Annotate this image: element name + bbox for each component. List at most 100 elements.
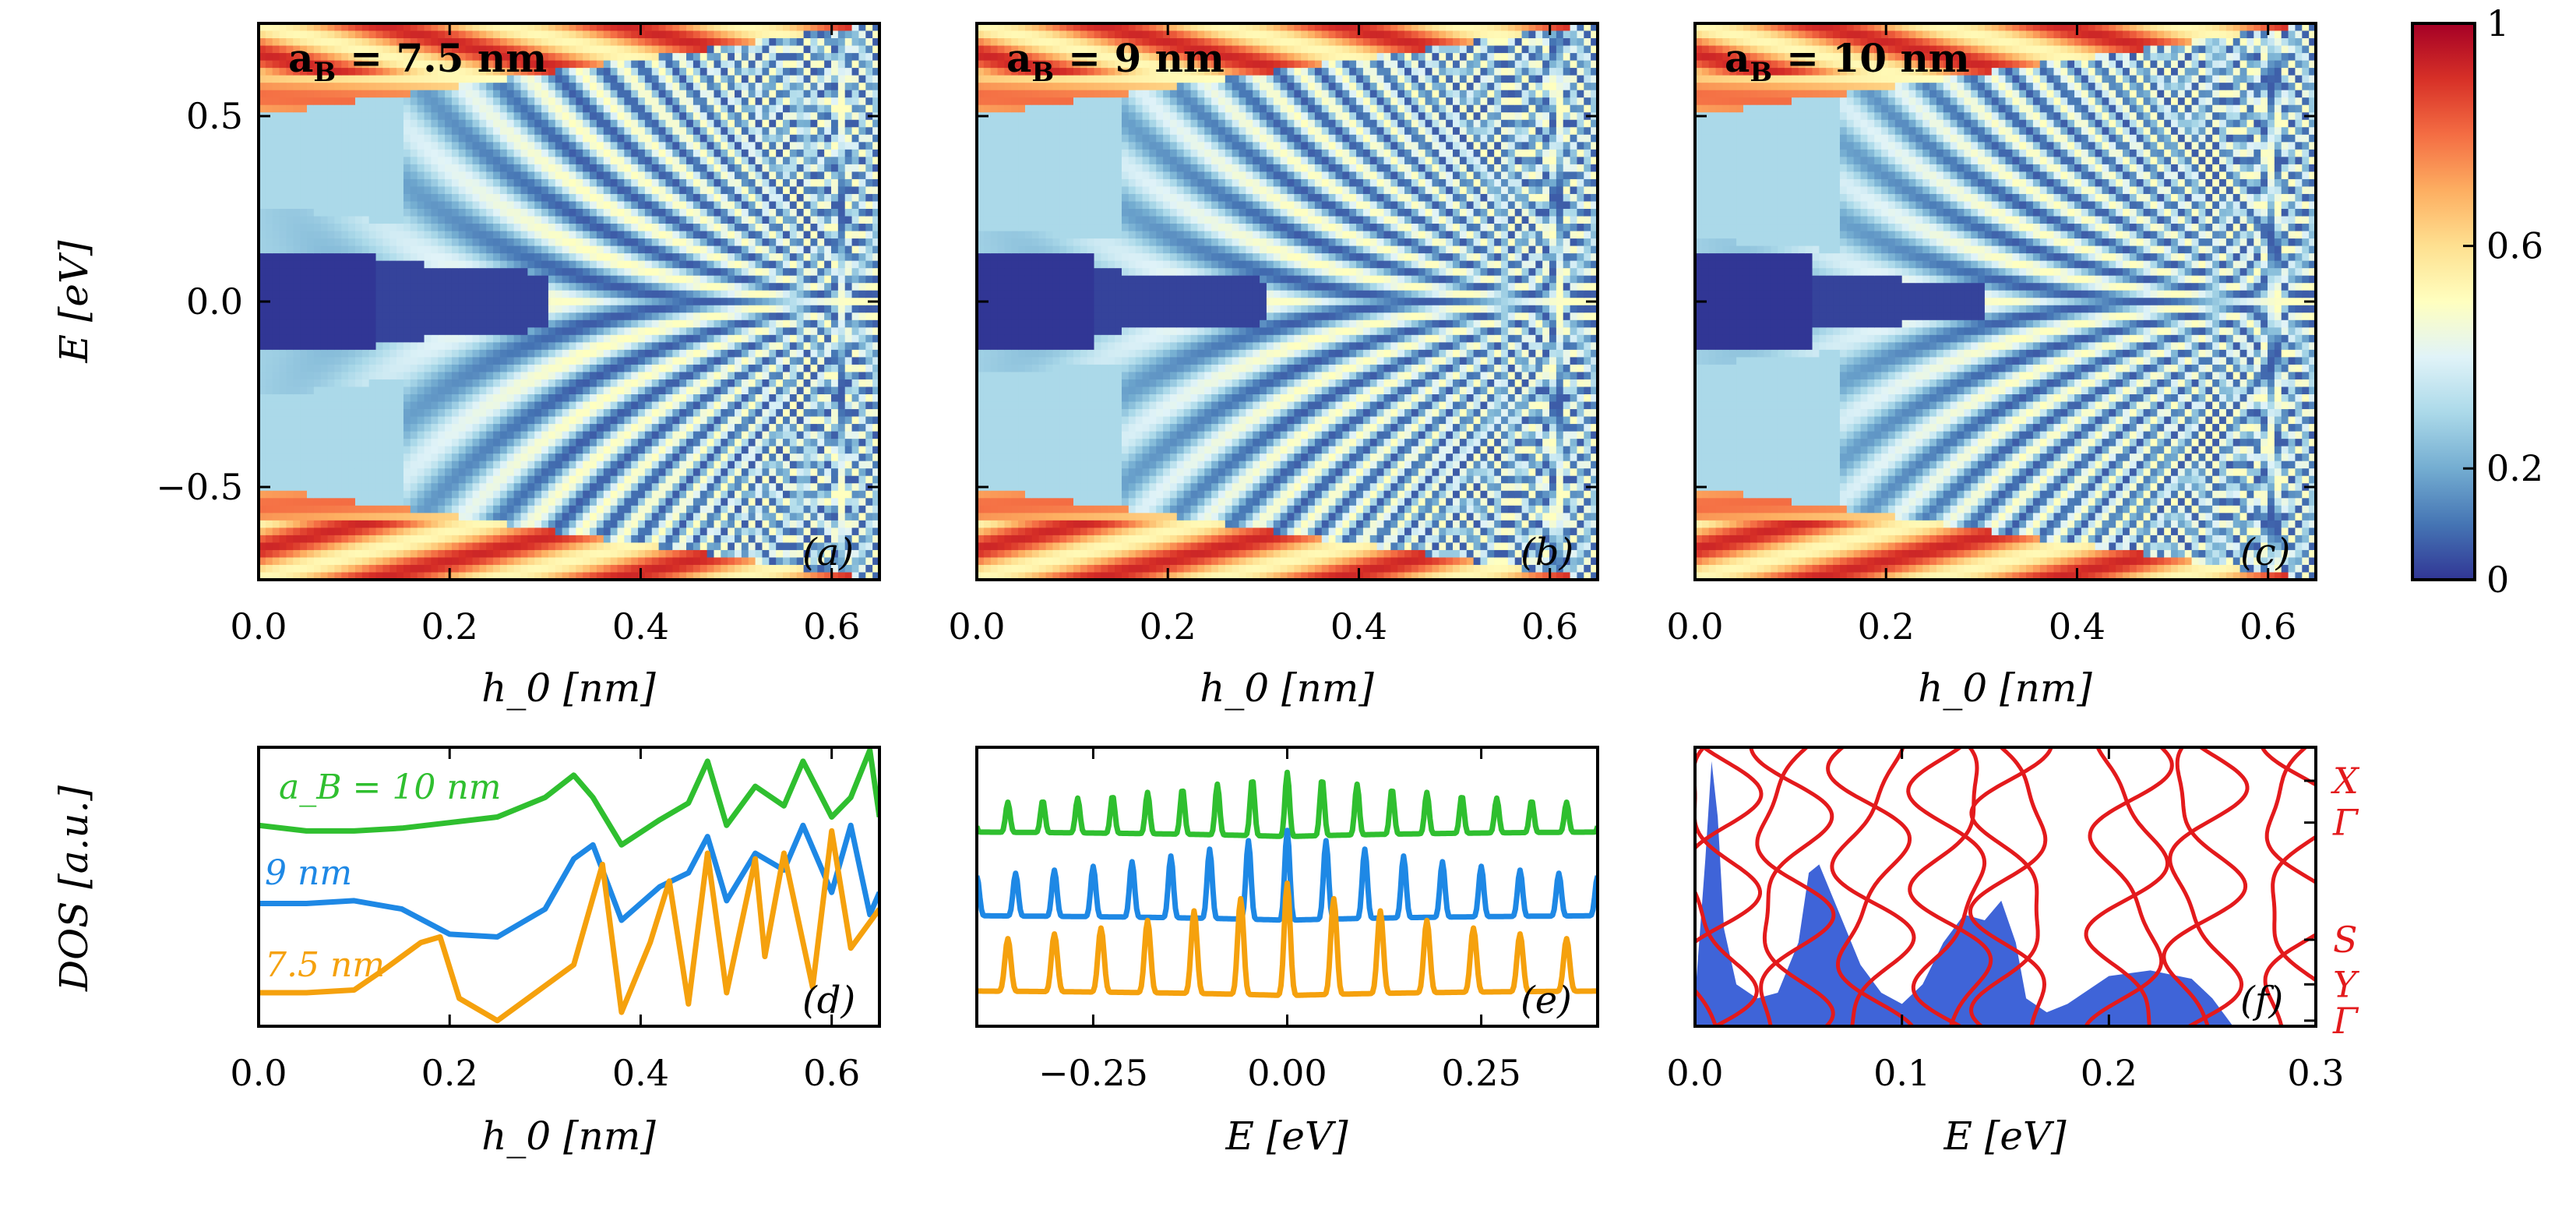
heatmap-cell (686, 490, 694, 499)
heatmap-cell (438, 112, 446, 121)
heatmap-cell (348, 520, 356, 528)
heatmap-cell (382, 513, 390, 521)
heatmap-cell (354, 171, 363, 180)
heatmap-cell (651, 416, 660, 425)
heatmap-cell (520, 528, 528, 536)
heatmap-cell (631, 68, 639, 76)
heatmap-cell (479, 364, 487, 373)
heatmap-cell (368, 45, 377, 54)
heatmap-cell (424, 238, 432, 247)
heatmap-cell (306, 193, 315, 203)
heatmap-cell (644, 171, 653, 180)
heatmap-cell (644, 505, 653, 514)
heatmap-cell (300, 454, 308, 462)
heatmap-cell (499, 342, 508, 351)
heatmap-cell (354, 186, 363, 195)
heatmap-cell (541, 439, 549, 447)
heatmap-cell (562, 171, 570, 180)
heatmap-cell (465, 186, 474, 195)
heatmap-cell (479, 253, 487, 262)
heatmap-cell (438, 290, 446, 298)
heatmap-cell (555, 60, 563, 69)
heatmap-cell (424, 97, 432, 106)
heatmap-cell (665, 53, 673, 62)
heatmap-cell (286, 364, 294, 373)
heatmap-cell (334, 520, 342, 528)
heatmap-cell (644, 542, 653, 551)
heatmap-cell (610, 505, 618, 514)
heatmap-cell (610, 68, 618, 76)
heatmap-cell (472, 461, 480, 469)
heatmap-cell (555, 38, 563, 47)
heatmap-cell (272, 572, 280, 580)
heatmap-cell (520, 342, 528, 351)
heatmap-cell (438, 164, 446, 172)
heatmap-cell (638, 38, 646, 47)
heatmap-cell (707, 394, 715, 403)
heatmap-cell (361, 305, 370, 313)
heatmap-cell (610, 53, 618, 62)
heatmap-cell (354, 386, 363, 395)
heatmap-cell (638, 386, 646, 395)
heatmap-cell (506, 439, 515, 447)
heatmap-cell (493, 119, 501, 128)
heatmap-cell (424, 312, 432, 321)
heatmap-cell (493, 319, 501, 328)
heatmap-cell (451, 549, 460, 559)
heatmap-cell (341, 357, 349, 365)
heatmap-cell (279, 409, 287, 418)
heatmap-cell (451, 45, 460, 54)
heatmap-cell (431, 513, 439, 521)
heatmap-cell (368, 305, 377, 313)
heatmap-cell (410, 290, 418, 298)
heatmap-cell (493, 334, 501, 343)
heatmap-cell (479, 112, 487, 121)
heatmap-cell (624, 334, 632, 343)
heatmap-cell (590, 498, 597, 506)
heatmap-cell (313, 357, 322, 365)
heatmap-cell (590, 557, 597, 566)
heatmap-cell (692, 201, 701, 210)
heatmap-cell (534, 439, 542, 447)
heatmap-cell (541, 394, 549, 403)
heatmap-cell (293, 372, 301, 380)
heatmap-cell (583, 201, 590, 210)
heatmap-cell (493, 498, 501, 506)
heatmap-cell (438, 209, 446, 217)
heatmap-cell (548, 231, 556, 239)
heatmap-cell (382, 564, 390, 574)
heatmap-cell (472, 386, 480, 395)
heatmap-cell (417, 134, 425, 143)
heatmap-cell (279, 60, 287, 69)
heatmap-cell (665, 439, 673, 447)
heatmap-cell (658, 83, 667, 91)
heatmap-cell (555, 379, 563, 388)
heatmap-cell (617, 298, 625, 306)
heatmap-cell (472, 53, 480, 62)
heatmap-cell (651, 357, 660, 365)
heatmap-cell (555, 97, 563, 106)
heatmap-cell (354, 119, 363, 128)
heatmap-cell (382, 164, 390, 172)
heatmap-cell (562, 528, 570, 536)
heatmap-cell (313, 535, 322, 543)
heatmap-cell (424, 253, 432, 262)
heatmap-cell (389, 119, 397, 128)
heatmap-cell (259, 327, 266, 336)
heatmap-cell (714, 231, 721, 239)
heatmap-cell (513, 557, 522, 566)
heatmap-cell (272, 60, 280, 69)
heatmap-cell (375, 38, 383, 47)
heatmap-cell (658, 364, 667, 373)
heatmap-cell (348, 75, 356, 83)
heatmap-cell (651, 505, 660, 514)
heatmap-cell (451, 312, 460, 321)
heatmap-cell (259, 245, 266, 254)
heatmap-cell (389, 142, 397, 150)
heatmap-cell (541, 349, 549, 358)
heatmap-cell (714, 38, 721, 47)
heatmap-cell (354, 30, 363, 39)
heatmap-cell (603, 134, 611, 143)
heatmap-cell (562, 535, 570, 543)
heatmap-cell (279, 357, 287, 365)
